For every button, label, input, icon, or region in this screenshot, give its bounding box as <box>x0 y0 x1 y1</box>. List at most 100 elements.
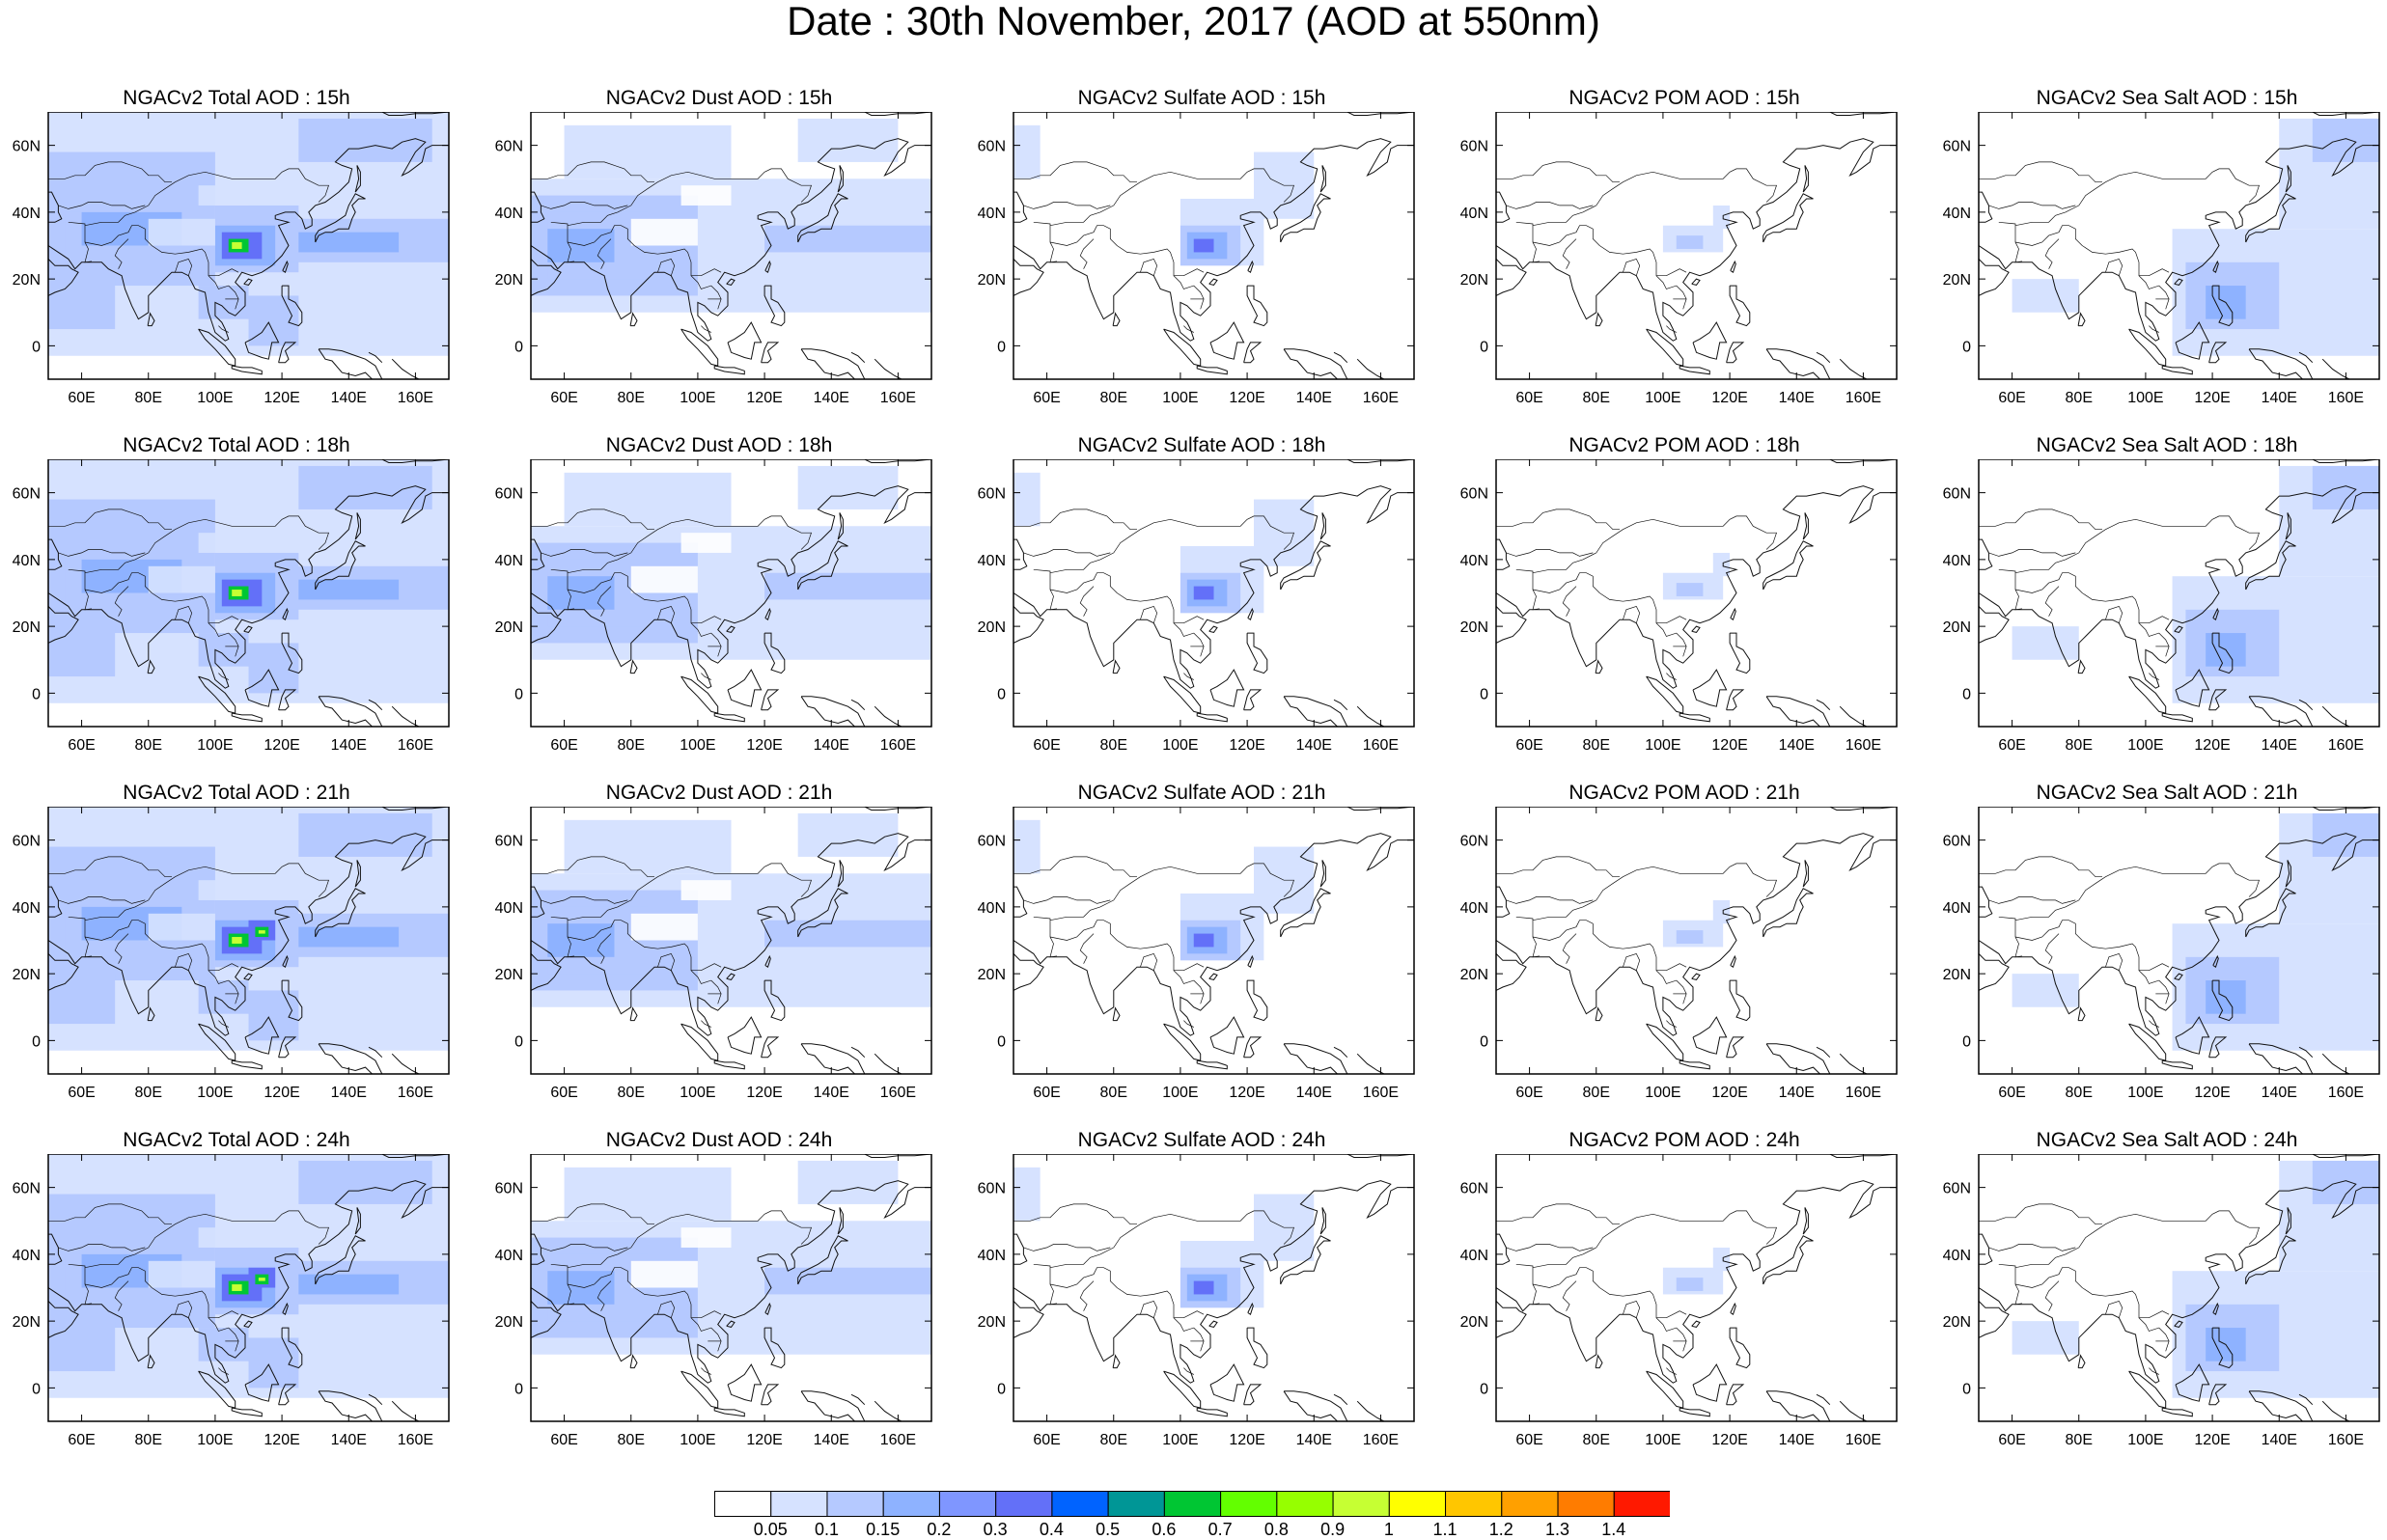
country-border <box>2138 1317 2170 1352</box>
aod-cell <box>148 913 215 941</box>
lat-tick-label: 20N <box>495 967 523 983</box>
lat-tick-label: 0 <box>1962 1381 1971 1397</box>
map-panel: NGACv2 Total AOD : 18h 60E 80E 100E 120E 140E… <box>0 434 483 782</box>
coastline <box>1013 833 1414 1036</box>
country-border <box>1532 920 1687 972</box>
country-border <box>2138 622 2170 657</box>
coastline <box>391 1400 420 1421</box>
coastline <box>48 833 449 1036</box>
lat-tick-label: 40N <box>1460 900 1488 917</box>
colorbar-swatch <box>714 1491 772 1517</box>
coastline <box>2128 328 2167 367</box>
coastline <box>1726 689 1745 711</box>
coastline <box>1729 1327 1751 1369</box>
map-panel: NGACv2 Dust AOD : 18h 60E 80E 100E 120E 140E 1… <box>483 434 965 782</box>
coastline <box>2212 260 2219 273</box>
coastline <box>1730 1302 1736 1315</box>
map-frame <box>1495 1154 1898 1422</box>
map-panel: NGACv2 Total AOD : 15h 60E 80E 100E 120E 140E… <box>0 87 483 434</box>
lon-tick-label: 120E <box>264 1432 299 1448</box>
country-border <box>2105 1300 2123 1318</box>
country-border <box>2105 952 2123 971</box>
lon-tick-label: 80E <box>1583 1085 1610 1101</box>
coastline <box>147 312 155 327</box>
aod-cell <box>797 118 899 162</box>
coastline <box>874 358 902 379</box>
coastline <box>1346 459 1414 463</box>
coastline <box>2208 1384 2228 1406</box>
lon-tick-label: 160E <box>1846 1432 1881 1448</box>
lat-tick-label: 20N <box>1943 272 1971 289</box>
panel-title: NGACv2 Sea Salt AOD : 24h <box>2036 1129 2298 1151</box>
coastline <box>2211 979 2234 1022</box>
colorbar-label: 0.8 <box>1264 1520 1289 1539</box>
lon-tick-label: 60E <box>68 1085 95 1101</box>
coastline <box>1762 193 1814 243</box>
aod-field <box>531 1160 931 1355</box>
aod-cell <box>1676 235 1704 249</box>
coastline <box>680 675 719 714</box>
coastline <box>531 249 562 296</box>
country-border <box>48 509 172 531</box>
lon-tick-label: 140E <box>331 1432 367 1448</box>
map-frame <box>1495 112 1898 380</box>
coastline <box>1346 1154 1414 1158</box>
coastline <box>315 193 366 243</box>
country-border <box>1049 572 1205 624</box>
aod-cell <box>198 980 249 1014</box>
lon-tick-label: 60E <box>1998 1432 2025 1448</box>
country-border <box>1655 622 1687 657</box>
coastline <box>629 659 638 674</box>
coastline <box>1816 1046 1831 1059</box>
lat-tick-label: 0 <box>997 339 1006 355</box>
panel-title: NGACv2 Sulfate AOD : 24h <box>1077 1129 1326 1151</box>
aod-cell <box>232 937 242 944</box>
aod-cell <box>298 926 400 948</box>
coastlines <box>1013 112 1414 379</box>
coastline <box>1196 712 1228 723</box>
country-border <box>1023 549 1111 557</box>
aod-cell <box>198 286 249 319</box>
country-border <box>1506 549 1594 557</box>
country-border <box>1506 896 1594 904</box>
country-border <box>68 1263 93 1306</box>
country-border <box>1562 1280 1577 1311</box>
coastline <box>48 944 79 991</box>
country-border <box>1562 238 1577 269</box>
country-border <box>84 225 239 277</box>
coastline <box>282 260 289 273</box>
map-frame <box>1013 1154 1415 1422</box>
coastline <box>761 342 780 364</box>
coastline <box>2175 321 2210 360</box>
lat-tick-label: 0 <box>514 686 523 702</box>
map-plot: 60E 80E 100E 120E 140E 160E 60N 40N 20N 0 <box>495 1154 932 1448</box>
coastline <box>1163 1023 1202 1061</box>
aod-cell <box>298 579 400 600</box>
map-plot: 60E 80E 100E 120E 140E 160E 60N 40N 20N 0 <box>978 807 1415 1101</box>
panel-title: NGACv2 Dust AOD : 24h <box>605 1129 833 1151</box>
coastline <box>727 669 763 707</box>
country-border <box>1979 1203 2102 1225</box>
coastline <box>2161 712 2193 723</box>
colorbar-swatch <box>882 1491 940 1517</box>
coastline <box>764 607 771 620</box>
coastline <box>713 712 745 723</box>
coastlines <box>1013 459 1414 727</box>
country-border <box>701 673 711 680</box>
lat-tick-label: 0 <box>1962 1033 1971 1050</box>
aod-cell <box>298 812 432 857</box>
coastline <box>1247 954 1254 968</box>
coastline <box>1765 348 1831 379</box>
aod-cell <box>2312 465 2379 509</box>
country-border <box>1496 856 1620 878</box>
coastline <box>2312 807 2379 811</box>
lat-tick-label: 40N <box>13 900 41 917</box>
lon-tick-label: 60E <box>550 1432 577 1448</box>
coastlines <box>531 459 931 727</box>
coastline <box>1730 607 1736 620</box>
lat-tick-label: 40N <box>13 1248 41 1264</box>
coastline <box>1829 807 1897 811</box>
lon-tick-label: 60E <box>68 1432 95 1448</box>
aod-field <box>1013 472 1315 614</box>
country-border <box>84 1267 239 1319</box>
